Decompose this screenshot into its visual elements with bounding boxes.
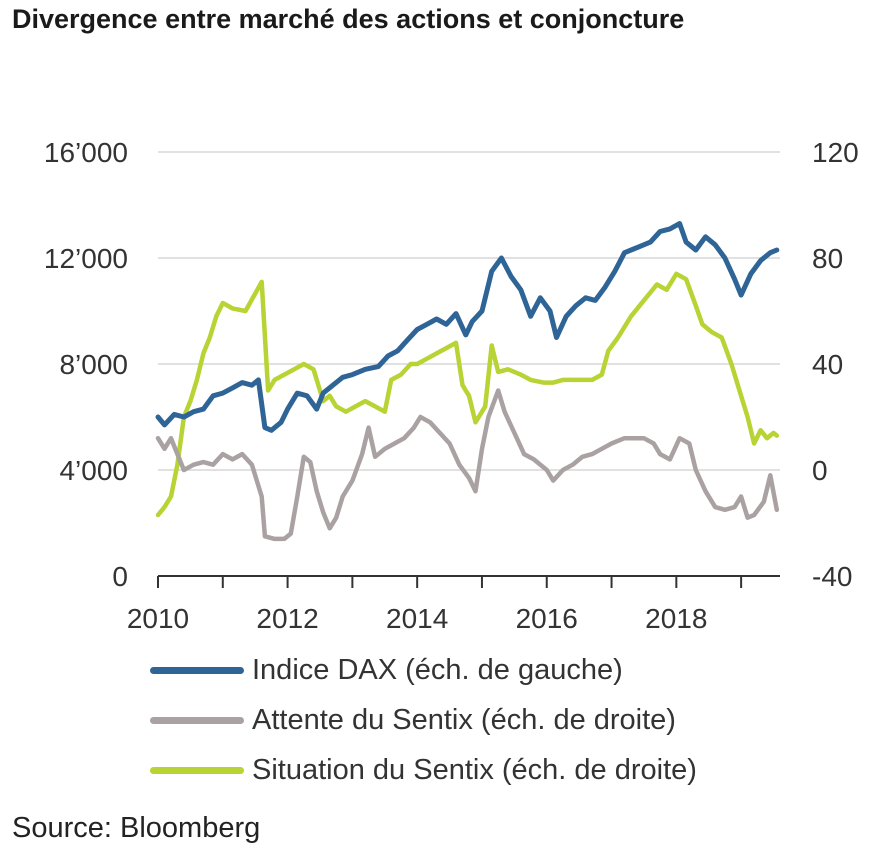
source-note: Source: Bloomberg bbox=[12, 812, 261, 844]
y-left-tick-label: 16’000 bbox=[44, 137, 128, 168]
y-right-tick-label: 80 bbox=[812, 243, 843, 274]
legend-swatch-dax bbox=[150, 666, 244, 674]
y-left-tick-label: 12’000 bbox=[44, 243, 128, 274]
y-right-tick-label: 40 bbox=[812, 349, 843, 380]
legend-item-situation: Situation du Sentix (éch. de droite) bbox=[150, 745, 697, 795]
x-tick-label: 2014 bbox=[386, 603, 448, 634]
y-right-tick-label: -40 bbox=[812, 561, 852, 592]
y-right-tick-label: 0 bbox=[812, 455, 828, 486]
legend: Indice DAX (éch. de gauche) Attente du S… bbox=[150, 645, 697, 795]
chart-title: Divergence entre marché des actions et c… bbox=[12, 4, 685, 34]
y-right-tick-label: 120 bbox=[812, 137, 859, 168]
legend-swatch-attente bbox=[150, 716, 244, 724]
x-tick-label: 2016 bbox=[516, 603, 578, 634]
legend-label-dax: Indice DAX (éch. de gauche) bbox=[252, 653, 623, 686]
grid-layer bbox=[158, 151, 780, 471]
y-left-tick-label: 4’000 bbox=[59, 455, 128, 486]
x-tick-label: 2010 bbox=[127, 603, 189, 634]
series-line-situation bbox=[155, 271, 780, 518]
y-left-tick-label: 8’000 bbox=[59, 349, 128, 380]
x-tick-label: 2012 bbox=[256, 603, 318, 634]
legend-label-attente: Attente du Sentix (éch. de droite) bbox=[252, 703, 676, 736]
legend-item-dax: Indice DAX (éch. de gauche) bbox=[150, 645, 697, 695]
legend-label-situation: Situation du Sentix (éch. de droite) bbox=[252, 753, 697, 786]
axis-layer bbox=[157, 575, 780, 588]
x-tick-label: 2018 bbox=[645, 603, 707, 634]
series-line-dax bbox=[155, 221, 780, 433]
legend-item-attente: Attente du Sentix (éch. de droite) bbox=[150, 695, 697, 745]
y-left-tick-label: 0 bbox=[112, 561, 128, 592]
chart-plot: 0 4’000 8’000 12’000 16’000 -40 0 40 80 120 2010 20… bbox=[44, 137, 859, 634]
series-layer bbox=[155, 221, 780, 542]
legend-swatch-situation bbox=[150, 766, 244, 774]
series-line-attente bbox=[155, 388, 780, 542]
tick-layer: 0 4’000 8’000 12’000 16’000 -40 0 40 80 120 2010 20… bbox=[44, 137, 859, 634]
